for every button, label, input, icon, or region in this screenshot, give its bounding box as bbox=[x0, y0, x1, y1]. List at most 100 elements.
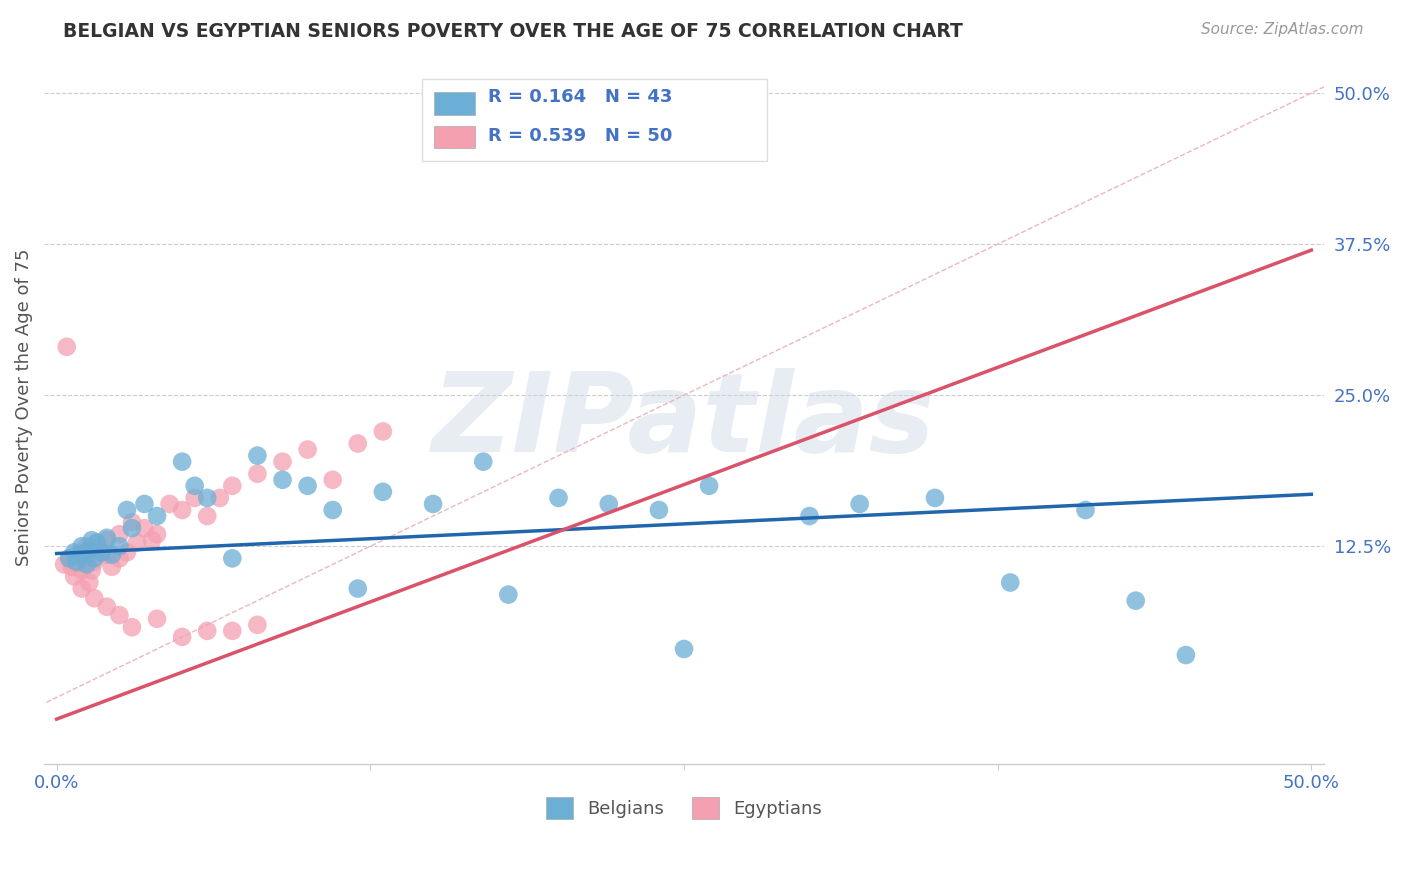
Point bbox=[125, 535, 148, 549]
Point bbox=[498, 588, 520, 602]
Point bbox=[73, 551, 96, 566]
Point bbox=[172, 503, 194, 517]
Point bbox=[371, 425, 394, 439]
Point bbox=[346, 582, 368, 596]
Point bbox=[221, 624, 243, 638]
Point bbox=[172, 630, 194, 644]
Y-axis label: Seniors Poverty Over the Age of 75: Seniors Poverty Over the Age of 75 bbox=[15, 249, 32, 566]
Point bbox=[70, 545, 93, 559]
Point bbox=[70, 582, 93, 596]
Point bbox=[271, 473, 294, 487]
Point bbox=[146, 527, 169, 541]
Point bbox=[76, 539, 98, 553]
Point bbox=[1125, 593, 1147, 607]
Point bbox=[848, 497, 870, 511]
Point bbox=[246, 467, 269, 481]
FancyBboxPatch shape bbox=[422, 79, 768, 161]
Point bbox=[297, 479, 319, 493]
Point bbox=[90, 545, 112, 559]
Legend: Belgians, Egyptians: Belgians, Egyptians bbox=[538, 789, 830, 826]
Point bbox=[547, 491, 569, 505]
Point bbox=[66, 548, 89, 562]
Point bbox=[108, 527, 131, 541]
Text: BELGIAN VS EGYPTIAN SENIORS POVERTY OVER THE AGE OF 75 CORRELATION CHART: BELGIAN VS EGYPTIAN SENIORS POVERTY OVER… bbox=[63, 22, 963, 41]
Point bbox=[134, 497, 156, 511]
Point bbox=[322, 503, 344, 517]
Point bbox=[108, 551, 131, 566]
FancyBboxPatch shape bbox=[434, 126, 475, 148]
FancyBboxPatch shape bbox=[434, 92, 475, 115]
Point bbox=[1000, 575, 1022, 590]
Point bbox=[221, 479, 243, 493]
Point bbox=[77, 575, 100, 590]
Point bbox=[195, 491, 218, 505]
Point bbox=[195, 509, 218, 524]
Point bbox=[121, 521, 143, 535]
Point bbox=[322, 473, 344, 487]
Point bbox=[70, 548, 93, 562]
Point bbox=[86, 535, 108, 549]
Point bbox=[115, 545, 138, 559]
Point bbox=[672, 642, 695, 657]
Point bbox=[63, 545, 86, 559]
Point bbox=[70, 563, 93, 577]
Point bbox=[80, 533, 103, 548]
Point bbox=[70, 539, 93, 553]
Point bbox=[195, 624, 218, 638]
Point bbox=[96, 599, 118, 614]
Point bbox=[1074, 503, 1097, 517]
Point bbox=[80, 563, 103, 577]
Point bbox=[271, 455, 294, 469]
Point bbox=[134, 521, 156, 535]
Point bbox=[67, 555, 90, 569]
Point bbox=[172, 455, 194, 469]
Point bbox=[115, 503, 138, 517]
Point bbox=[108, 608, 131, 623]
Text: R = 0.164   N = 43: R = 0.164 N = 43 bbox=[488, 88, 672, 106]
Point bbox=[83, 551, 105, 566]
Point bbox=[86, 535, 108, 549]
Point bbox=[63, 569, 86, 583]
Point bbox=[90, 545, 112, 559]
Point bbox=[924, 491, 946, 505]
Point bbox=[648, 503, 671, 517]
Point bbox=[108, 539, 131, 553]
Point bbox=[183, 479, 205, 493]
Point bbox=[146, 612, 169, 626]
Point bbox=[799, 509, 821, 524]
Point bbox=[96, 548, 118, 562]
Point bbox=[121, 620, 143, 634]
Point bbox=[208, 491, 231, 505]
Point bbox=[58, 551, 80, 566]
Point bbox=[66, 555, 89, 569]
Point bbox=[1174, 648, 1197, 662]
Point bbox=[83, 591, 105, 606]
Point bbox=[77, 548, 100, 562]
Text: ZIPatlas: ZIPatlas bbox=[432, 368, 936, 475]
Point bbox=[96, 531, 118, 545]
Text: Source: ZipAtlas.com: Source: ZipAtlas.com bbox=[1201, 22, 1364, 37]
Point bbox=[422, 497, 444, 511]
Point bbox=[472, 455, 495, 469]
Point bbox=[83, 555, 105, 569]
Point bbox=[121, 515, 143, 529]
Point bbox=[183, 491, 205, 505]
Point bbox=[76, 558, 98, 572]
Point bbox=[146, 509, 169, 524]
Point bbox=[101, 548, 124, 562]
Point bbox=[159, 497, 181, 511]
Point bbox=[96, 533, 118, 548]
Point bbox=[371, 484, 394, 499]
Point bbox=[697, 479, 720, 493]
Point bbox=[77, 542, 100, 557]
Point bbox=[53, 558, 76, 572]
Point bbox=[346, 436, 368, 450]
Text: R = 0.539   N = 50: R = 0.539 N = 50 bbox=[488, 128, 672, 145]
Point bbox=[221, 551, 243, 566]
Point bbox=[55, 340, 77, 354]
Point bbox=[246, 617, 269, 632]
Point bbox=[60, 559, 83, 574]
Point bbox=[297, 442, 319, 457]
Point bbox=[141, 533, 163, 548]
Point bbox=[58, 551, 80, 566]
